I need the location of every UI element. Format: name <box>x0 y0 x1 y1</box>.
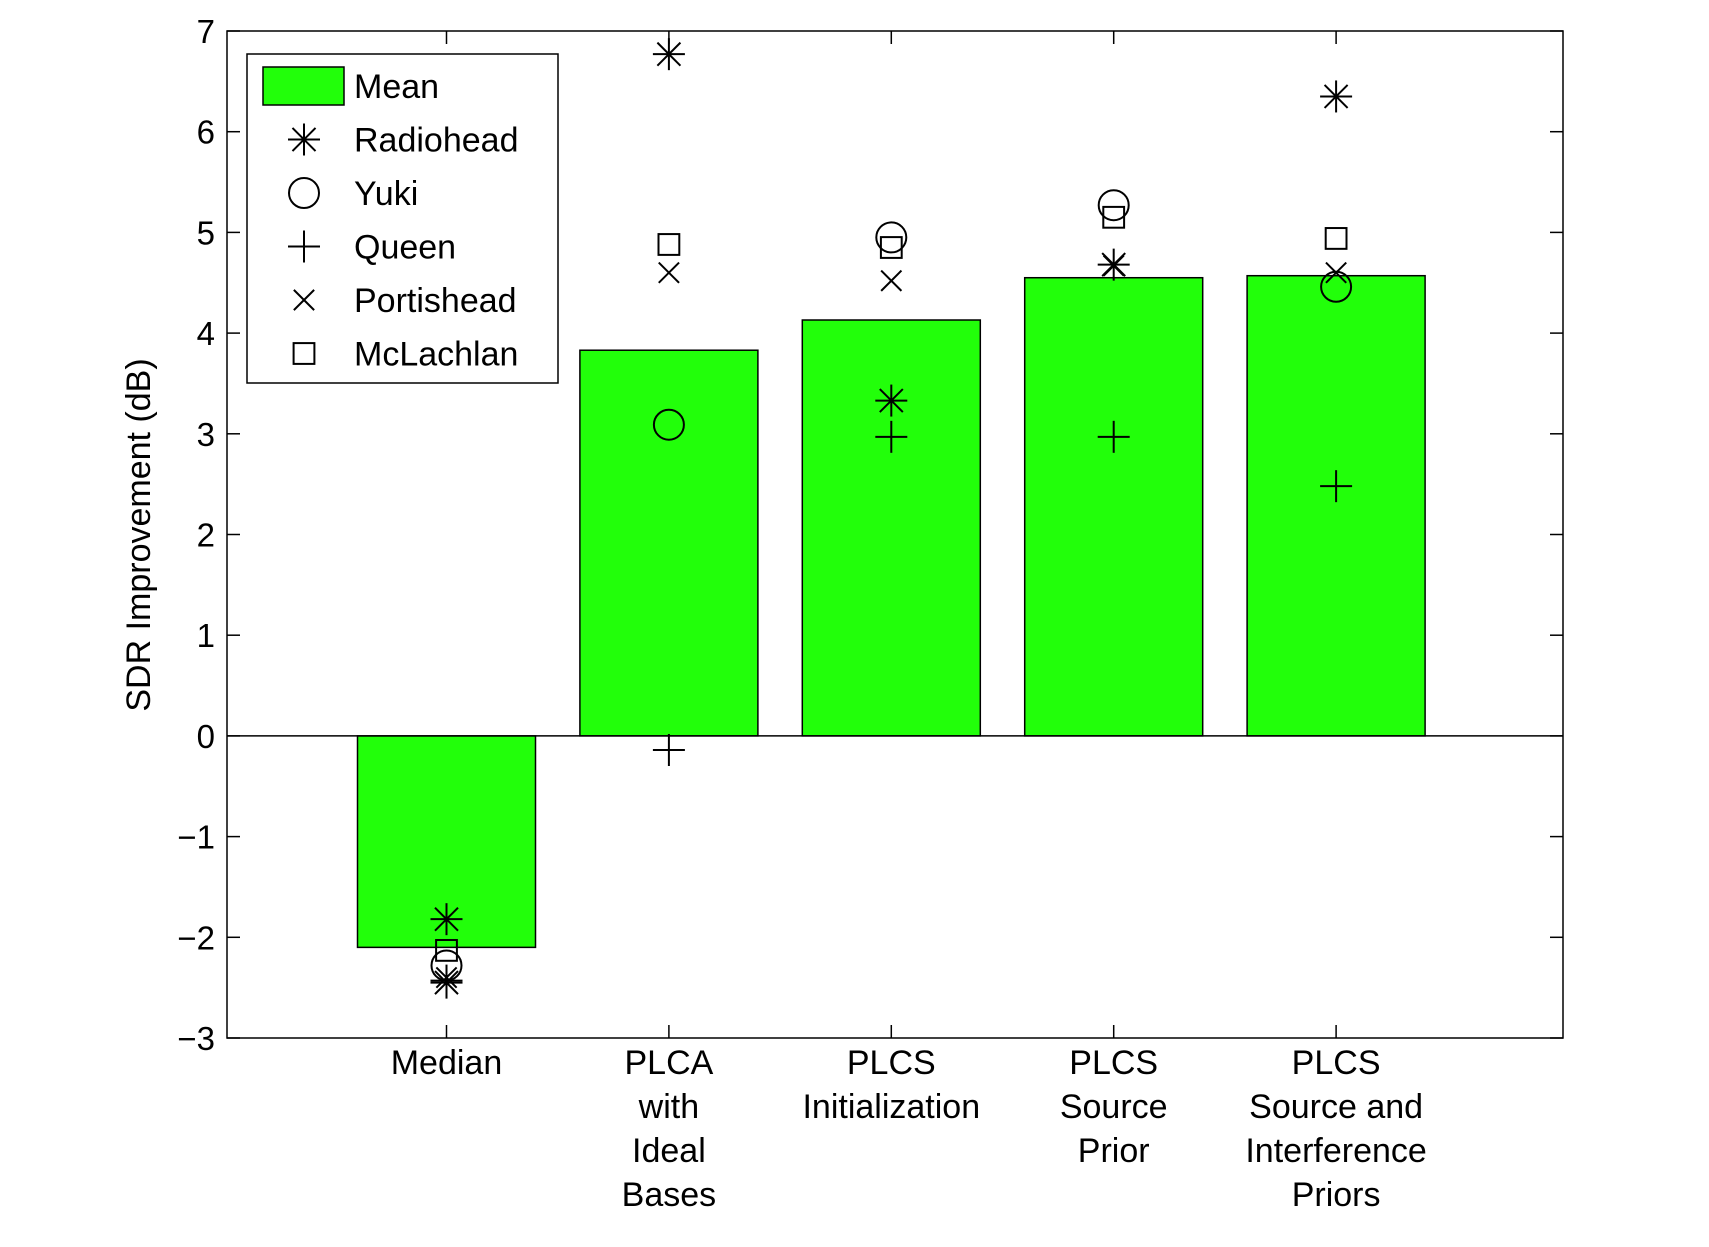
legend-swatch-mean <box>262 66 345 106</box>
marker-portishead-1 <box>658 261 680 284</box>
y-axis: −3 −2 −1 0 1 2 3 4 5 6 7 <box>177 13 1563 1057</box>
category-label-line: Initialization <box>802 1088 980 1126</box>
legend-box <box>246 53 559 384</box>
y-axis-label: SDR Improvement (dB) <box>120 358 158 711</box>
category-label-4: PLCS Source and Interference Priors <box>1245 1044 1426 1214</box>
bar-1 <box>579 349 759 737</box>
category-label-3: PLCS Source Prior <box>1060 1044 1168 1170</box>
marker-queen-0 <box>430 964 463 997</box>
category-label-line: Source <box>1060 1088 1168 1126</box>
y-tick-label-6: 3 <box>197 416 215 453</box>
category-label-line: PLCS <box>1069 1044 1158 1082</box>
markers-layer <box>430 38 1353 999</box>
legend-label-queen: Queen <box>354 229 456 267</box>
marker-mclachlan-2 <box>879 236 903 259</box>
category-label-line: Ideal <box>632 1132 706 1170</box>
marker-portishead-3 <box>1102 254 1125 277</box>
legend: Mean Radiohead Yuki Queen Portishead McLachla… <box>246 53 559 384</box>
x-axis: Median PLCA with Ideal Bases PLCS Initializati… <box>391 31 1427 1214</box>
category-label-line: Priors <box>1292 1176 1381 1214</box>
marker-mclachlan-3 <box>1102 205 1126 229</box>
bars-layer <box>356 274 1426 949</box>
y-tick-label-8: 5 <box>197 214 215 251</box>
marker-yuki-3 <box>1097 189 1130 222</box>
bar-3 <box>1023 276 1204 737</box>
bar-4 <box>1246 274 1426 737</box>
y-tick-label-10: 7 <box>197 13 215 50</box>
marker-mclachlan-1 <box>657 233 681 256</box>
category-label-line: Median <box>391 1044 503 1082</box>
marker-yuki-2 <box>875 221 908 254</box>
marker-portishead-0 <box>435 966 458 989</box>
y-tick-label-0: −3 <box>177 1020 215 1057</box>
y-tick-label-2: −1 <box>177 819 215 856</box>
bar-2 <box>801 319 982 737</box>
legend-label-radiohead: Radiohead <box>354 122 518 160</box>
marker-mclachlan-0 <box>435 938 458 962</box>
legend-marker-radiohead <box>288 123 320 156</box>
marker-radiohead-2 <box>875 384 908 417</box>
category-label-line: PLCS <box>847 1044 936 1082</box>
marker-portishead-4 <box>1325 261 1347 284</box>
marker-queen-1 <box>652 733 685 766</box>
marker-queen-2 <box>875 420 908 453</box>
category-label-line: with <box>638 1088 699 1126</box>
marker-mclachlan-4 <box>1324 227 1348 250</box>
category-label-line: Prior <box>1078 1132 1150 1170</box>
legend-marker-queen <box>288 230 320 263</box>
legend-label-portishead: Portishead <box>354 282 517 320</box>
legend-marker-portishead <box>293 289 315 311</box>
legend-marker-yuki <box>288 177 320 209</box>
marker-queen-3 <box>1097 420 1130 453</box>
y-tick-label-5: 2 <box>197 517 215 554</box>
category-label-line: Source and <box>1249 1088 1423 1126</box>
legend-label-yuki: Yuki <box>354 175 418 213</box>
category-label-line: Interference <box>1245 1132 1426 1170</box>
marker-yuki-1 <box>652 408 685 441</box>
legend-marker-mclachlan <box>292 342 316 365</box>
y-tick-label-7: 4 <box>197 315 215 352</box>
category-label-1: PLCA with Ideal Bases <box>622 1044 717 1214</box>
legend-label-mclachlan: McLachlan <box>354 336 518 374</box>
y-tick-label-1: −2 <box>177 919 215 956</box>
marker-radiohead-4 <box>1320 80 1353 113</box>
y-tick-label-4: 1 <box>197 617 215 654</box>
marker-queen-4 <box>1320 470 1353 503</box>
marker-radiohead-0-0 <box>430 903 463 936</box>
category-label-line: PLCA <box>624 1044 713 1082</box>
category-label-line: Bases <box>622 1176 717 1214</box>
category-label-0: Median <box>391 1044 503 1082</box>
marker-portishead-2 <box>880 269 903 292</box>
y-tick-label-9: 6 <box>197 114 215 151</box>
category-label-2: PLCS Initialization <box>802 1044 980 1126</box>
category-label-line: PLCS <box>1292 1044 1381 1082</box>
y-tick-label-3: 0 <box>197 718 215 755</box>
legend-label-mean: Mean <box>354 68 439 106</box>
